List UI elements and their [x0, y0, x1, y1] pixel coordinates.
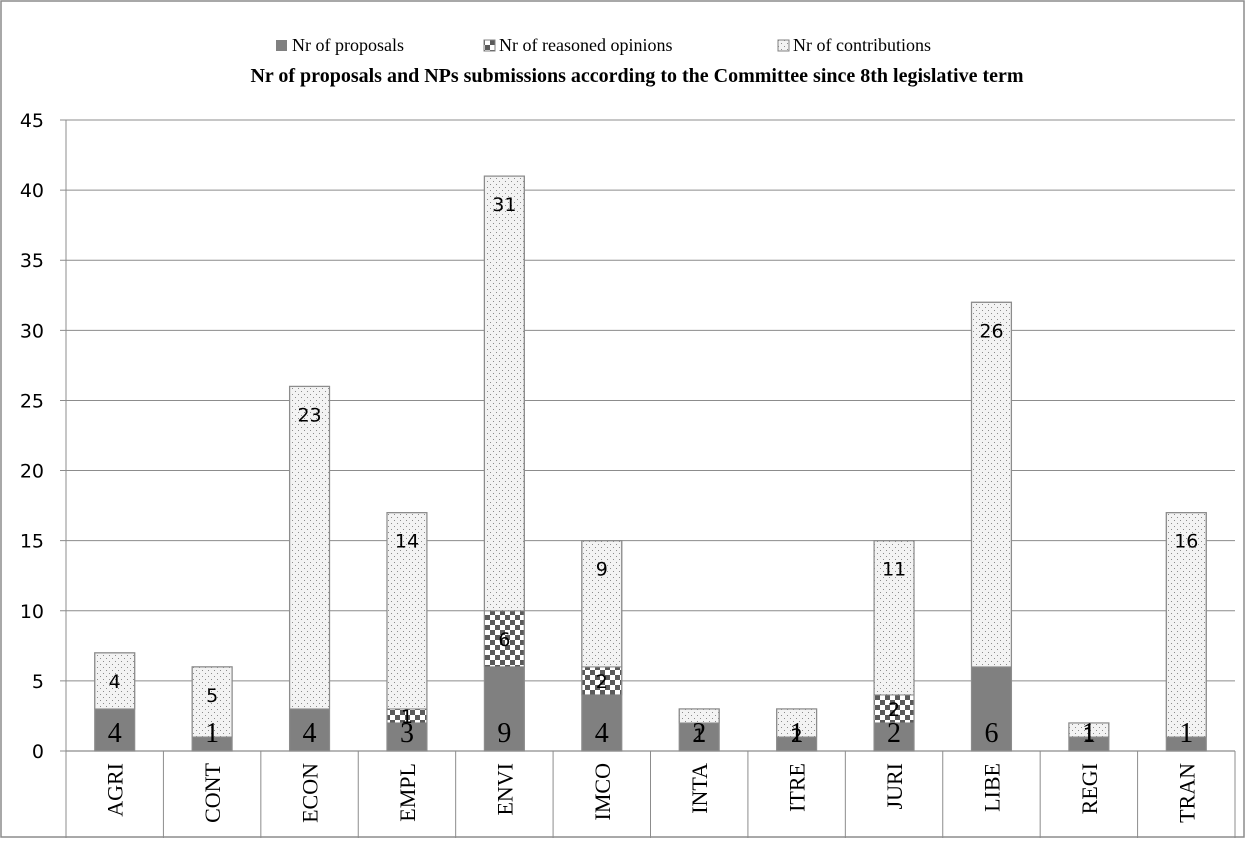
y-tick-label-20: 20	[20, 461, 44, 483]
bar-contribution-imco	[581, 540, 623, 668]
y-tick-label-25: 25	[20, 390, 44, 412]
data-label-contributions-agri: 4	[109, 671, 121, 693]
legend-item-reasoned-opinions: Nr of reasoned opinions	[483, 35, 672, 55]
bar-proposal-libe	[971, 666, 1012, 751]
data-label-contributions-tran: 16	[1174, 531, 1198, 553]
data-label-reasoned-opinions-itre: 2	[791, 725, 803, 747]
data-label-contributions-envi: 31	[492, 194, 516, 216]
data-label-proposals-regi: 1	[1082, 718, 1096, 749]
y-tick-label-45: 45	[20, 110, 44, 132]
y-tick-label-10: 10	[20, 601, 44, 623]
bar-contribution-libe	[970, 301, 1012, 668]
data-label-proposals-libe: 6	[984, 718, 998, 749]
legend-label-proposals: Nr of proposals	[292, 35, 404, 55]
bar-proposal-tran	[1166, 736, 1207, 751]
bar-contribution-envi	[483, 175, 525, 612]
y-tick-label-0: 0	[32, 741, 44, 763]
x-tick-label-libe: LIBE	[979, 763, 1004, 812]
data-label-contributions-libe: 26	[979, 320, 1003, 342]
legend-item-contributions: Nr of contributions	[777, 35, 931, 55]
x-tick-label-envi: ENVI	[492, 763, 517, 816]
x-tick-label-regi: REGI	[1077, 763, 1102, 814]
data-label-reasoned-opinions-empl: 1	[401, 706, 413, 728]
x-tick-label-tran: TRAN	[1174, 763, 1199, 823]
data-label-proposals-itre: 1	[790, 718, 804, 749]
x-tick-label-imco: IMCO	[590, 763, 615, 820]
data-label-proposals-envi: 9	[497, 718, 511, 749]
legend-label-contributions: Nr of contributions	[793, 35, 931, 55]
data-label-proposals-econ: 4	[303, 718, 317, 749]
bar-proposal-juri	[874, 722, 915, 751]
bar-proposal-imco	[581, 694, 622, 751]
bars	[94, 175, 1207, 752]
data-label-proposals-agri: 4	[108, 718, 122, 749]
legend-item-proposals: Nr of proposals	[276, 35, 404, 55]
gridlines	[60, 119, 1235, 752]
bar-proposal-empl	[386, 722, 427, 751]
y-tick-label-30: 30	[20, 320, 44, 342]
bar-proposal-econ	[289, 708, 330, 751]
legend-swatch-reasoned-opinions	[483, 39, 496, 52]
data-label-contributions-cont: 5	[206, 685, 218, 707]
x-tick-label-itre: ITRE	[785, 763, 810, 812]
x-axis: AGRI CONT ECON EMPL ENVI IMCO INTA ITRE JURI LIBE…	[65, 750, 1236, 838]
y-axis: 0 5 10 15 20 25 30 35 40 45	[20, 110, 67, 763]
data-label-proposals-tran: 1	[1179, 718, 1193, 749]
data-label-reasoned-opinions-inta: 1	[693, 725, 705, 747]
legend: Nr of proposals Nr of reasoned opinions …	[276, 35, 931, 55]
bar-contribution-tran	[1165, 512, 1207, 738]
x-tick-label-agri: AGRI	[103, 763, 128, 817]
legend-swatch-proposals	[276, 40, 287, 51]
legend-swatch-contributions	[777, 39, 790, 52]
bar-contribution-juri	[873, 540, 915, 696]
chart-title: Nr of proposals and NPs submissions acco…	[250, 65, 1023, 87]
data-label-proposals-inta: 2	[692, 718, 706, 749]
data-label-reasoned-opinions-juri: 2	[888, 699, 900, 721]
legend-label-reasoned-opinions: Nr of reasoned opinions	[499, 35, 672, 55]
y-tick-label-15: 15	[20, 531, 44, 553]
data-label-contributions-imco: 9	[596, 559, 608, 581]
data-label-contributions-juri: 11	[882, 559, 906, 581]
data-label-proposals-empl: 3	[400, 718, 414, 749]
y-tick-label-35: 35	[20, 250, 44, 272]
data-label-reasoned-opinions-imco: 2	[596, 671, 608, 693]
bar-proposal-regi	[1068, 736, 1109, 751]
data-label-proposals-juri: 2	[887, 718, 901, 749]
x-tick-label-inta: INTA	[687, 763, 712, 814]
bar-proposal-inta	[679, 722, 720, 751]
x-tick-label-cont: CONT	[200, 762, 225, 822]
x-tick-label-econ: ECON	[298, 763, 323, 823]
bar-proposal-envi	[484, 666, 525, 751]
data-label-contributions-regi: 1	[1083, 724, 1095, 746]
x-tick-label-empl: EMPL	[395, 763, 420, 822]
bar-contribution-econ	[289, 385, 331, 710]
data-label-contributions-econ: 23	[297, 404, 321, 426]
bar-proposal-itre	[776, 736, 817, 751]
data-label-contributions-empl: 14	[395, 531, 419, 553]
data-label-reasoned-opinions-envi: 6	[498, 629, 510, 651]
bar-proposal-cont	[192, 736, 233, 751]
x-tick-label-juri: JURI	[882, 763, 907, 809]
y-tick-label-40: 40	[20, 180, 44, 202]
data-label-proposals-cont: 1	[205, 718, 219, 749]
bar-reasoned-opinion-juri	[873, 694, 915, 724]
data-label-proposals-imco: 4	[595, 718, 609, 749]
bar-proposal-agri	[94, 708, 135, 751]
y-tick-label-5: 5	[32, 671, 44, 693]
